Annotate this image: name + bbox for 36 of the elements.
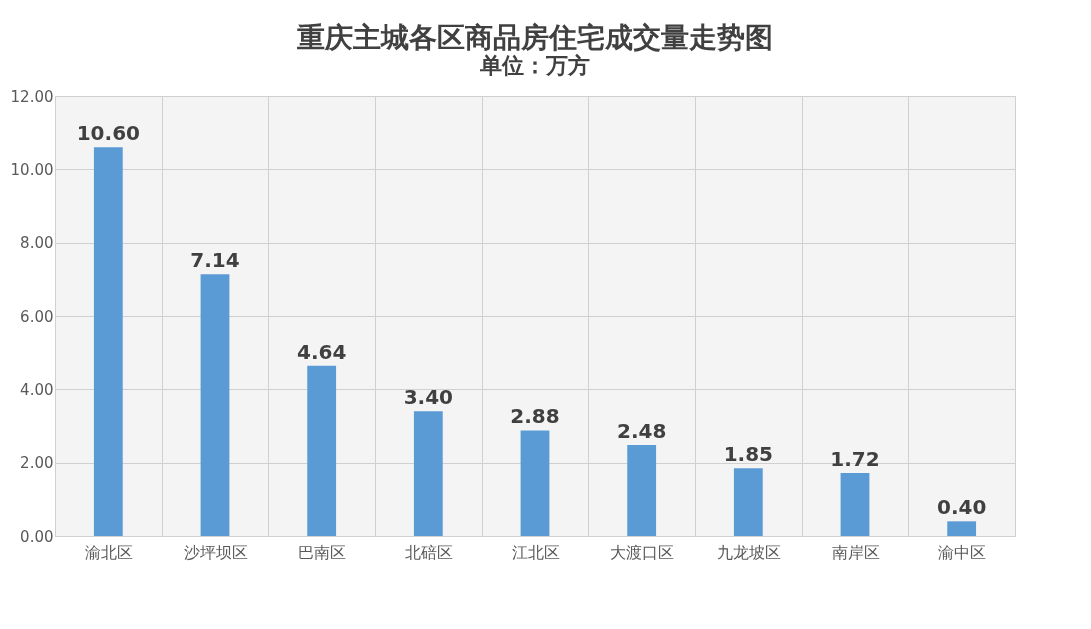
y-tick-label: 10.00 [10,160,54,179]
y-tick-label: 8.00 [20,234,54,253]
x-tick-label: 南岸区 [831,542,880,562]
data-label: 7.14 [190,248,240,273]
bar [413,411,443,536]
data-label: 2.48 [616,419,667,444]
bar [627,445,657,536]
data-label: 10.60 [76,121,140,146]
x-tick-label: 北碚区 [404,542,453,562]
bar [200,274,230,536]
y-tick-label: 0.00 [20,527,54,546]
bar [840,472,870,536]
data-label: 4.64 [296,339,347,364]
x-tick-label: 沙坪坝区 [183,542,248,562]
bar [520,430,550,536]
data-label: 1.72 [830,446,880,471]
data-label: 2.88 [510,404,560,429]
x-tick-label: 巴南区 [298,542,347,562]
y-tick-label: 6.00 [20,307,54,326]
y-tick-label: 4.00 [20,380,54,399]
data-label: 1.85 [723,442,774,467]
chart-subtitle: 单位：万方 [479,53,590,78]
bar [733,468,763,536]
y-tick-label: 12.00 [10,87,54,106]
y-tick-label: 2.00 [20,454,54,473]
data-label: 3.40 [403,385,454,410]
x-tick-label: 渝北区 [84,542,133,562]
x-tick-label: 渝中区 [938,542,987,562]
bar [307,365,337,536]
bar [93,147,123,536]
x-tick-label: 大渡口区 [610,542,675,562]
bar [947,521,977,536]
x-tick-label: 九龙坡区 [716,542,781,562]
x-tick-label: 江北区 [511,542,560,562]
chart-title: 重庆主城各区商品房住宅成交量走势图 [296,21,773,54]
data-label: 0.40 [936,495,987,520]
